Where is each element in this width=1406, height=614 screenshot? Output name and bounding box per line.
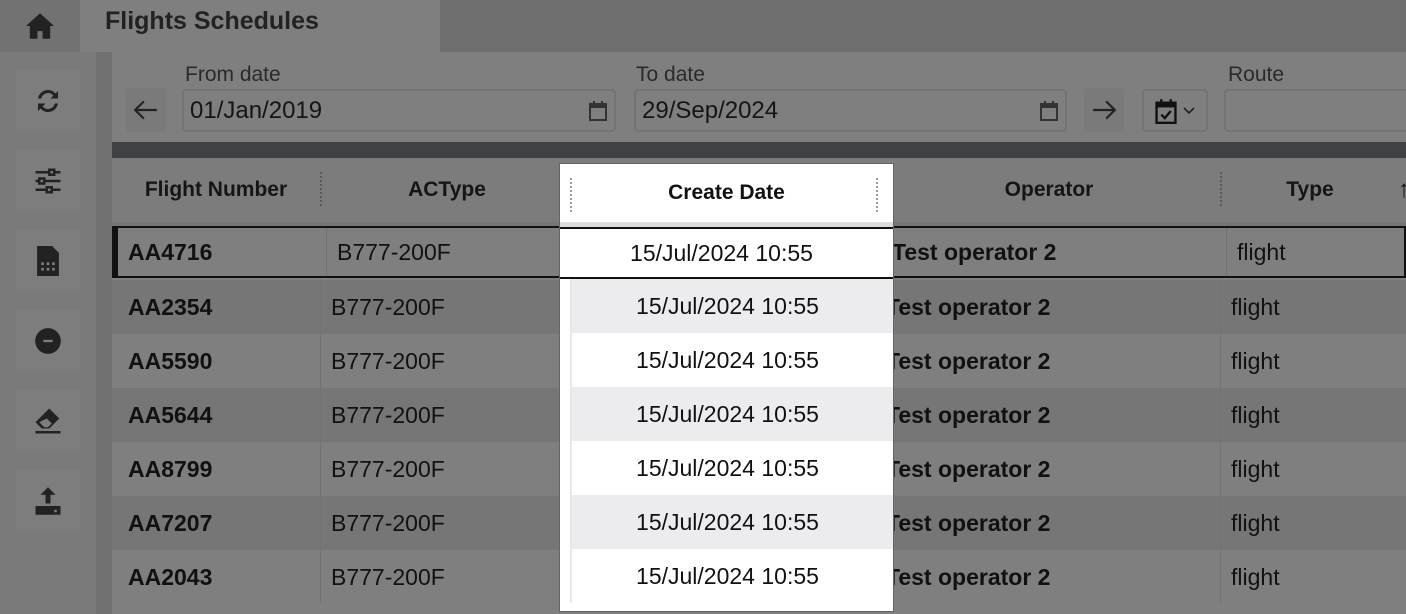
from-date-value: 01/Jan/2019 (190, 96, 323, 124)
refresh-icon (38, 89, 58, 113)
operator-cell: Test operator 2 (892, 238, 1057, 265)
filter-settings-button[interactable] (16, 150, 80, 212)
to-date-field[interactable]: 29/Sep/2024 (634, 89, 1067, 132)
create-date-cell: 15/Jul/2024 10:55 (570, 333, 893, 387)
route-label: Route (1228, 63, 1285, 86)
operator-cell: Test operator 2 (886, 347, 1051, 374)
column-resize-handle[interactable] (570, 178, 572, 212)
create-date-cell: 15/Jul/2024 10:55 (570, 279, 893, 333)
create-date-cell: 15/Jul/2024 10:55 (560, 227, 893, 279)
column-resize-handle[interactable] (1220, 172, 1222, 206)
refresh-button[interactable] (16, 70, 80, 132)
next-period-button[interactable] (1084, 88, 1124, 132)
operator-cell: Test operator 2 (886, 563, 1051, 590)
actype-cell: B777-200F (320, 550, 445, 604)
create-date-cell: 15/Jul/2024 10:55 (570, 495, 893, 549)
type-cell: flight (1220, 550, 1280, 604)
table-row[interactable]: AA5590 B777-200F Test operator 2 flight (112, 334, 1406, 388)
column-header-type[interactable]: Type ↑ (1220, 158, 1406, 222)
arrow-left-icon (133, 100, 157, 120)
minus-circle-icon (35, 328, 61, 354)
upload-icon (35, 487, 61, 515)
to-date-value: 29/Sep/2024 (642, 96, 779, 124)
column-header-create-date[interactable]: Create Date (560, 164, 893, 222)
sort-ascending-icon[interactable]: ↑ (1398, 176, 1406, 203)
upload-button[interactable] (16, 470, 80, 532)
operator-cell: Test operator 2 (886, 293, 1051, 320)
column-header-create-date-label: Create Date (668, 181, 785, 204)
type-cell: flight (1220, 388, 1280, 442)
arrow-right-icon (1093, 100, 1117, 120)
column-resize-handle[interactable] (320, 172, 322, 206)
table-row[interactable]: AA2043 B777-200F Test operator 2 flight (112, 550, 1406, 604)
route-field[interactable] (1224, 89, 1406, 132)
flight-number-cell: AA4716 (128, 238, 213, 265)
spreadsheet-icon (37, 246, 59, 276)
table-row[interactable]: AA8799 B777-200F Test operator 2 flight (112, 442, 1406, 496)
actype-cell: B777-200F (320, 442, 445, 496)
create-date-cell: 15/Jul/2024 10:55 (570, 441, 893, 495)
remove-button[interactable] (16, 310, 80, 372)
type-cell: flight (1220, 334, 1280, 388)
actype-cell: B777-200F (320, 496, 445, 550)
operator-cell: Test operator 2 (886, 401, 1051, 428)
eraser-icon (35, 408, 61, 434)
flight-number-cell: AA5644 (128, 401, 213, 428)
sidebar-divider (96, 52, 112, 614)
flight-number-cell: AA2354 (128, 293, 213, 320)
create-date-cell: 15/Jul/2024 10:55 (570, 549, 893, 603)
column-header-type-label: Type (1286, 178, 1334, 201)
sidebar (0, 52, 96, 614)
actype-cell: B777-200F (320, 334, 445, 388)
actype-cell: B777-200F (320, 388, 445, 442)
flight-number-cell: AA2043 (128, 563, 213, 590)
column-header-operator[interactable]: Operator (1004, 178, 1094, 201)
calendar-icon[interactable] (588, 100, 608, 122)
calendar-icon[interactable] (1039, 100, 1059, 122)
toolbar-divider (112, 142, 1406, 158)
export-spreadsheet-button[interactable] (16, 230, 80, 292)
type-cell: flight (1220, 496, 1280, 550)
type-cell: flight (1220, 280, 1280, 334)
flight-number-cell: AA5590 (128, 347, 213, 374)
from-date-label: From date (185, 63, 281, 86)
type-cell: flight (1220, 442, 1280, 496)
previous-period-button[interactable] (126, 88, 166, 132)
flight-number-cell: AA7207 (128, 509, 213, 536)
type-cell: flight (1226, 228, 1286, 276)
column-header-flight-number[interactable]: Flight Number (144, 178, 288, 201)
from-date-field[interactable]: 01/Jan/2019 (182, 89, 616, 132)
to-date-label: To date (636, 63, 705, 86)
operator-cell: Test operator 2 (886, 455, 1051, 482)
actype-cell: B777-200F (320, 280, 445, 334)
column-header-actype[interactable]: ACType (408, 178, 486, 201)
home-icon (26, 13, 54, 39)
header-divider (560, 222, 893, 227)
calendar-check-icon (1155, 98, 1177, 124)
dragged-column-create-date[interactable]: Create Date 15/Jul/2024 10:55 15/Jul/2024… (559, 163, 894, 612)
actype-cell: B777-200F (326, 228, 451, 276)
create-date-cell: 15/Jul/2024 10:55 (570, 387, 893, 441)
clear-button[interactable] (16, 390, 80, 452)
column-resize-handle[interactable] (876, 178, 878, 212)
page-title: Flights Schedules (80, 0, 440, 52)
date-preset-dropdown[interactable] (1142, 89, 1208, 132)
chevron-down-icon (1183, 106, 1195, 114)
home-button[interactable] (0, 0, 80, 52)
sliders-icon (35, 168, 61, 194)
operator-cell: Test operator 2 (886, 509, 1051, 536)
flight-number-cell: AA8799 (128, 455, 213, 482)
